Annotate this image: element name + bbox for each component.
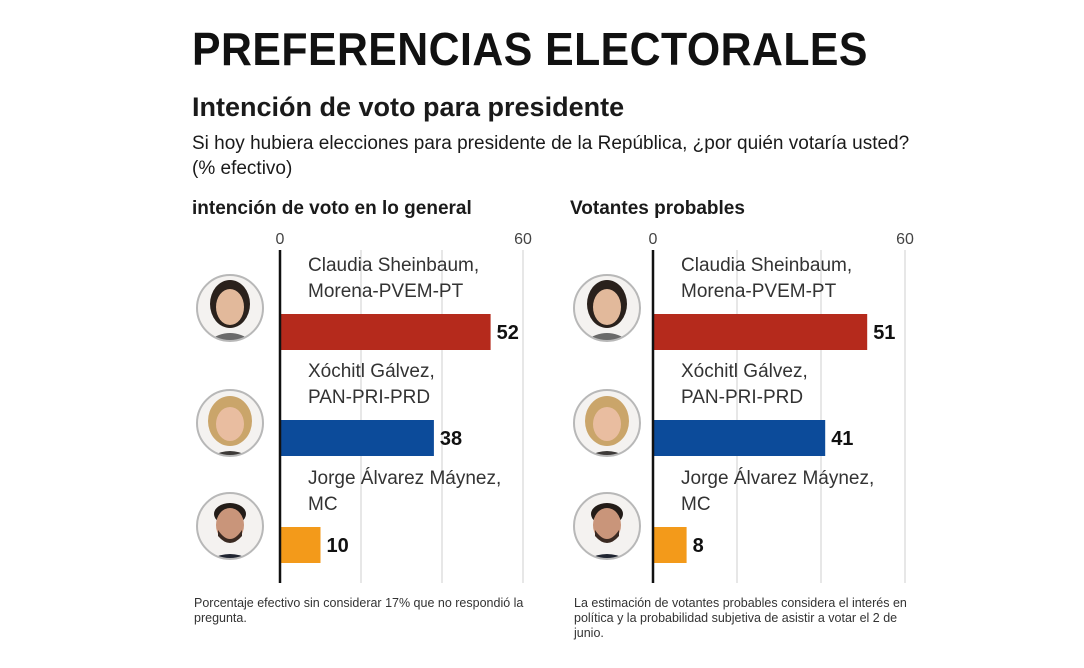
value-label: 51 bbox=[873, 322, 895, 344]
bar bbox=[653, 314, 868, 350]
maynez-portrait bbox=[196, 492, 264, 560]
sheinbaum-portrait bbox=[196, 274, 264, 342]
chart-note: Porcentaje efectivo sin considerar 17% q… bbox=[194, 596, 524, 625]
candidate-label: Claudia Sheinbaum, bbox=[308, 255, 479, 276]
tick-label: 60 bbox=[896, 231, 914, 248]
chart-probable-voters: Votantes probables 0 60 Claudia Sheinbaum,… bbox=[570, 195, 970, 595]
candidate-label: Xóchitl Gálvez, bbox=[681, 361, 808, 382]
candidate-label: Xóchitl Gálvez, bbox=[308, 361, 435, 382]
candidate-label: Jorge Álvarez Máynez, bbox=[681, 468, 874, 489]
chart-general: intención de voto en lo general 0 60 Claud… bbox=[192, 195, 592, 595]
value-label: 52 bbox=[497, 322, 519, 344]
bar bbox=[653, 420, 826, 456]
galvez-portrait bbox=[196, 389, 264, 457]
chart-note: La estimación de votantes probables cons… bbox=[574, 596, 907, 640]
chart-svg: 0 60 Claudia Sheinbaum, Morena-PVEM-PT 51 Xóc… bbox=[573, 231, 914, 583]
chart-svg: 0 60 Claudia Sheinbaum, Morena-PVEM-PT 52 Xóc… bbox=[196, 231, 532, 583]
value-label: 41 bbox=[831, 428, 853, 450]
tick-label: 0 bbox=[649, 231, 658, 248]
sheinbaum-portrait bbox=[573, 274, 641, 342]
bar bbox=[280, 527, 321, 563]
survey-question: Si hoy hubiera elecciones para president… bbox=[192, 133, 910, 179]
tick-label: 0 bbox=[276, 231, 285, 248]
chart-title: intención de voto en lo general bbox=[192, 198, 472, 219]
tick-label: 60 bbox=[514, 231, 532, 248]
chart-title: Votantes probables bbox=[570, 198, 745, 219]
page-subtitle: Intención de voto para presidente bbox=[192, 92, 625, 122]
candidate-label: PAN-PRI-PRD bbox=[681, 387, 803, 408]
candidate-label: MC bbox=[681, 494, 711, 515]
galvez-portrait bbox=[573, 389, 641, 457]
candidate-label: Jorge Álvarez Máynez, bbox=[308, 468, 501, 489]
candidate-label: Claudia Sheinbaum, bbox=[681, 255, 852, 276]
candidate-label: Morena-PVEM-PT bbox=[308, 281, 464, 302]
candidate-label: Morena-PVEM-PT bbox=[681, 281, 837, 302]
value-label: 38 bbox=[440, 428, 462, 450]
bar bbox=[280, 314, 491, 350]
candidate-label: PAN-PRI-PRD bbox=[308, 387, 430, 408]
page-title: PREFERENCIAS ELECTORALES bbox=[192, 23, 868, 75]
bar bbox=[653, 527, 687, 563]
maynez-portrait bbox=[573, 492, 641, 560]
value-label: 8 bbox=[693, 535, 704, 557]
candidate-label: MC bbox=[308, 494, 338, 515]
bar bbox=[280, 420, 434, 456]
value-label: 10 bbox=[327, 535, 349, 557]
